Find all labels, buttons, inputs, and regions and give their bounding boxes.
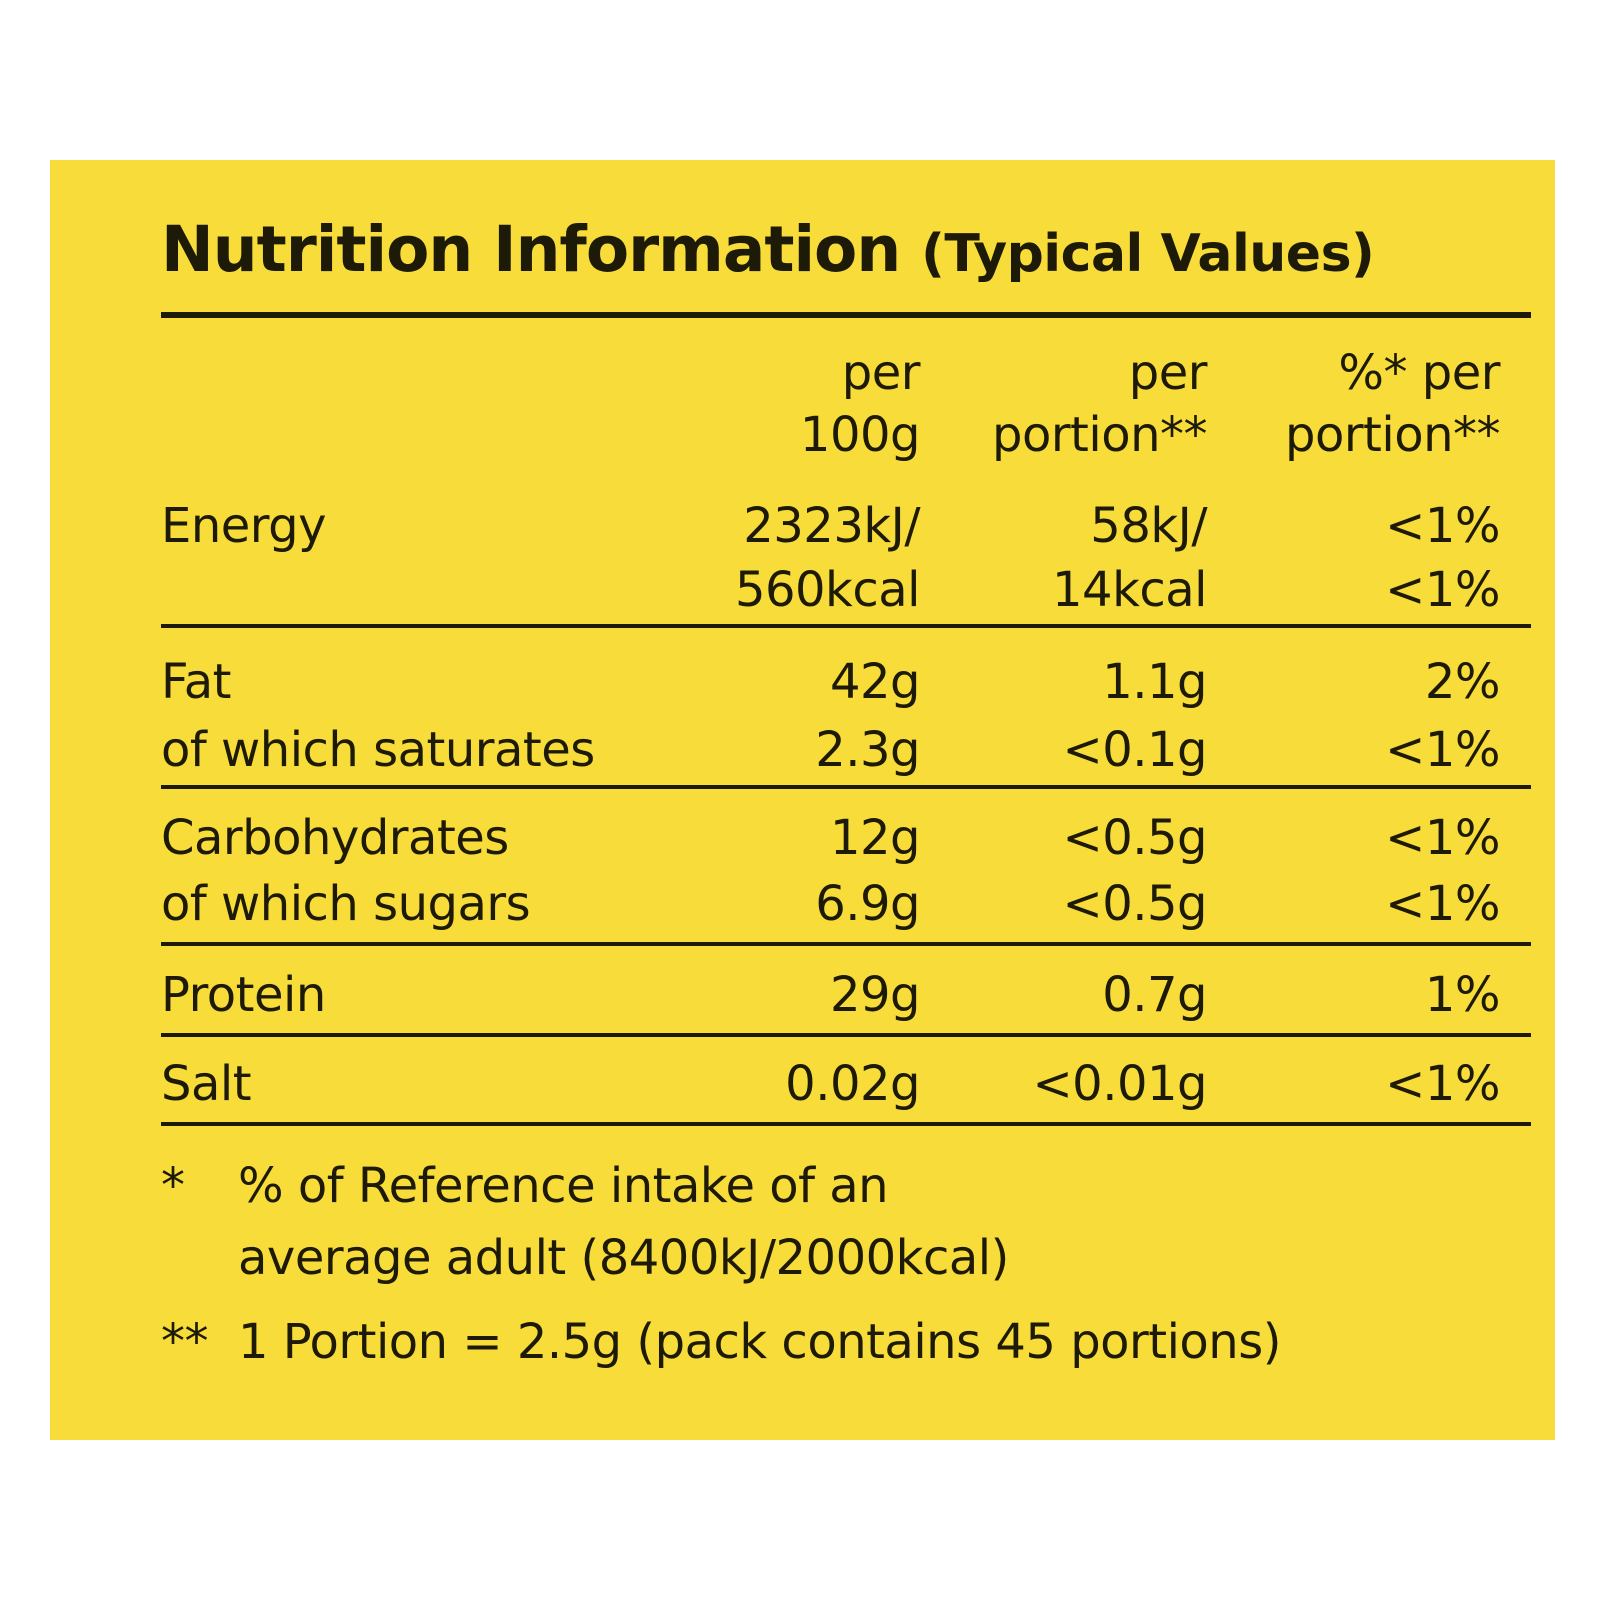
row-fat-name: Fat — [161, 654, 231, 710]
row-protein-per-100g: 29g — [829, 967, 921, 1023]
row-fat-pct: 2% — [1424, 654, 1501, 710]
row-energy-per-portion: 58kJ/ 14kcal — [1051, 498, 1208, 618]
divider-salt — [161, 1122, 1531, 1126]
row-fat-per-portion: 1.1g — [1102, 654, 1207, 710]
nutrition-title: Nutrition Information (Typical Values) — [161, 218, 1375, 284]
row-protein-pct: 1% — [1424, 967, 1501, 1023]
row-salt-pct: <1% — [1385, 1056, 1500, 1112]
footnote-portion-text: 1 Portion = 2.5g (pack contains 45 porti… — [238, 1314, 1281, 1370]
row-energy-per-100g: 2323kJ/ 560kcal — [734, 498, 921, 618]
row-protein-per-portion: 0.7g — [1102, 967, 1207, 1023]
row-carbohydrates-name: Carbohydrates — [161, 810, 509, 866]
header-pct-per-portion: %* per portion** — [1284, 345, 1501, 463]
row-fat-per-100g: 42g — [829, 654, 921, 710]
row-salt-per-100g: 0.02g — [785, 1056, 920, 1112]
row-energy-name: Energy — [161, 498, 327, 554]
row-sugars-pct: <1% — [1385, 876, 1500, 932]
row-sugars-name: of which sugars — [161, 876, 531, 932]
row-salt-name: Salt — [161, 1056, 252, 1112]
title-main: Nutrition Information — [161, 213, 901, 286]
divider-carbohydrates — [161, 942, 1531, 946]
footnote-ref-marker: * — [161, 1158, 185, 1214]
divider-energy — [161, 624, 1531, 628]
divider-fat — [161, 785, 1531, 789]
row-sugars-per-100g: 6.9g — [815, 876, 920, 932]
divider-protein — [161, 1033, 1531, 1037]
row-salt-per-portion: <0.01g — [1032, 1056, 1207, 1112]
title-divider — [161, 312, 1531, 318]
row-carbohydrates-per-portion: <0.5g — [1062, 810, 1207, 866]
row-saturates-name: of which saturates — [161, 722, 595, 778]
footnote-ref-line2: average adult (8400kJ/2000kcal) — [238, 1230, 1009, 1286]
footnote-ref-line1: % of Reference intake of an — [238, 1158, 889, 1214]
header-per-portion: per portion** — [991, 345, 1208, 463]
header-per-100g: per 100g — [799, 345, 921, 463]
nutrition-label-panel: Nutrition Information (Typical Values) p… — [50, 160, 1555, 1440]
row-carbohydrates-pct: <1% — [1385, 810, 1500, 866]
row-protein-name: Protein — [161, 967, 326, 1023]
row-carbohydrates-per-100g: 12g — [829, 810, 921, 866]
row-energy-pct: <1% <1% — [1385, 498, 1500, 618]
footnote-portion-marker: ** — [161, 1314, 209, 1370]
row-saturates-per-100g: 2.3g — [815, 722, 920, 778]
row-sugars-per-portion: <0.5g — [1062, 876, 1207, 932]
title-sub: (Typical Values) — [921, 224, 1375, 284]
row-saturates-per-portion: <0.1g — [1062, 722, 1207, 778]
row-saturates-pct: <1% — [1385, 722, 1500, 778]
